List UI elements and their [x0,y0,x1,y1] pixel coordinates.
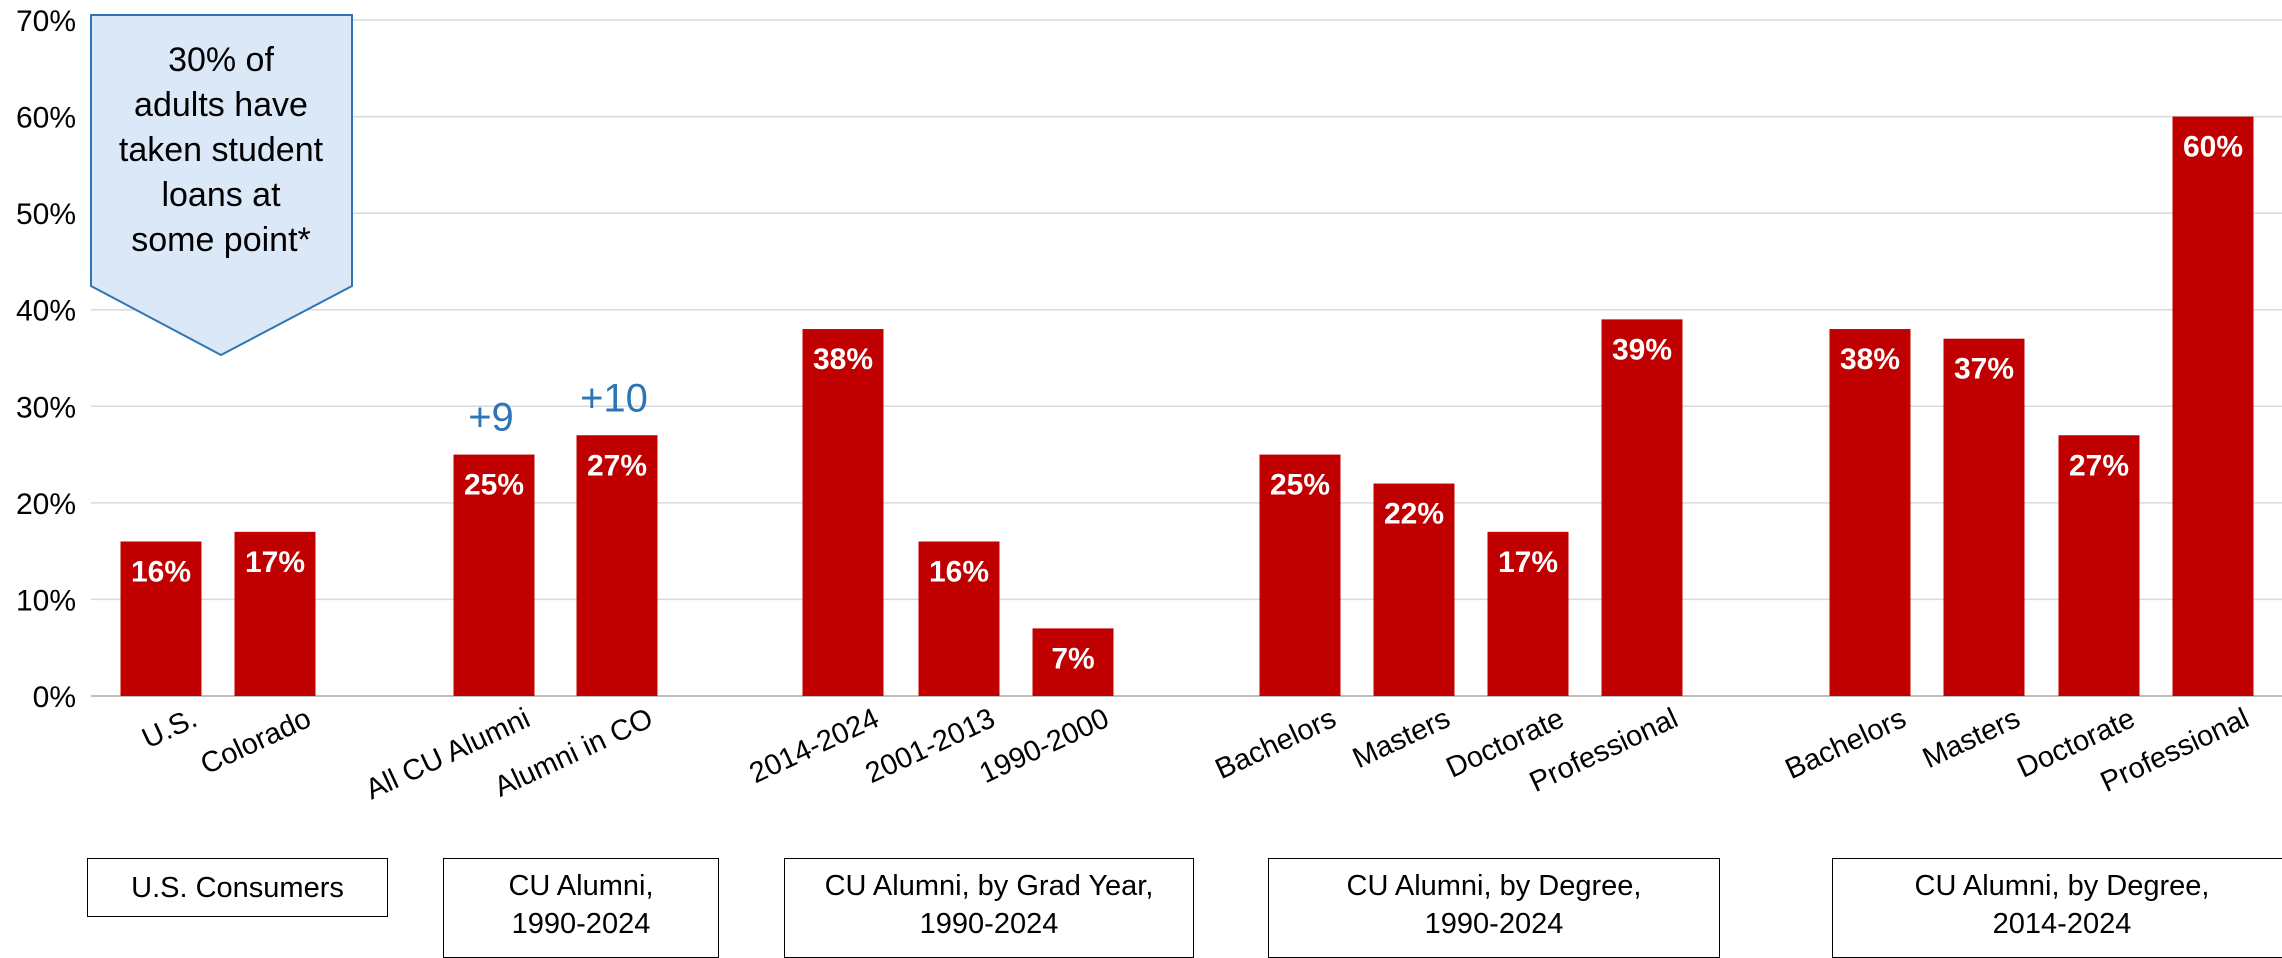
callout-text: 30% of adults have taken student loans a… [92,38,350,263]
x-tick-label: Masters [1348,702,1455,775]
bar-data-label: 16% [929,555,989,588]
y-axis-tick-labels: 0% 10% 20% 30% 40% 50% 60% 70% [16,5,76,714]
bar [802,329,884,696]
y-tick-label: 70% [16,5,76,38]
bar-data-label: 17% [1498,546,1558,579]
bar [1829,329,1911,696]
annotations: +9 +10 [468,376,648,439]
callout-line: adults have [134,86,308,124]
bar-data-label: 25% [1270,469,1330,502]
group-label-by-degree-2014: CU Alumni, by Degree, 2014-2024 [1832,858,2282,958]
callout-line: 30% of [168,41,274,79]
bar [1032,628,1114,696]
group-label-line: U.S. Consumers [131,871,344,904]
bar-data-label: 60% [2183,131,2243,164]
bar [1487,531,1569,696]
bar-data-label: 16% [131,555,191,588]
group-label-line: 1990-2024 [1424,908,1564,940]
y-tick-label: 20% [16,488,76,521]
bar-data-label: 22% [1384,498,1444,531]
y-tick-label: 40% [16,295,76,328]
bar-data-label: 38% [813,343,873,376]
group-label-line: 1990-2024 [511,908,651,940]
bar-data-label: 38% [1840,343,1900,376]
bar-data-label: 27% [2069,449,2129,482]
group-label-by-degree-1990: CU Alumni, by Degree, 1990-2024 [1268,858,1720,958]
bar-data-label: 25% [464,469,524,502]
x-tick-label: Colorado [196,702,316,781]
bars: 16% 17% 25% 27% 38% 16% 7% 25% 22% 17% 39% 38% 37% 27… [120,116,2254,697]
group-label-line: 2014-2024 [1992,908,2132,940]
x-tick-label: Masters [1918,702,2025,775]
y-tick-label: 60% [16,102,76,135]
y-tick-label: 50% [16,198,76,231]
bar [918,541,1000,696]
group-label-line: CU Alumni, by Degree, [1914,870,2210,902]
bar [1601,319,1683,696]
bar [576,435,658,696]
group-label-cu-alumni: CU Alumni, 1990-2024 [443,858,719,958]
callout-line: some point* [131,221,311,259]
bar [1943,338,2025,696]
bar [1259,454,1341,696]
bar [453,454,535,696]
group-label-line: CU Alumni, by Degree, [1346,870,1642,902]
bar-data-label: 37% [1954,353,2014,386]
group-label-line: CU Alumni, [508,870,654,902]
bar-data-label: 27% [587,449,647,482]
bar-data-label: 17% [245,546,305,579]
y-tick-label: 10% [16,584,76,617]
difference-annotation: +10 [580,376,648,420]
y-tick-label: 0% [33,681,76,714]
x-tick-label: 2001-2013 [861,702,1000,790]
x-tick-label: 1990-2000 [975,702,1114,790]
bar [234,531,316,696]
bar [1373,483,1455,696]
bar [120,541,202,696]
x-tick-label: 2014-2024 [745,702,884,790]
difference-annotation: +9 [468,396,514,440]
bar-data-label: 39% [1612,333,1672,366]
group-label-line: 1990-2024 [919,908,1059,940]
group-label-line: CU Alumni, by Grad Year, [824,870,1154,902]
bar [2058,435,2140,696]
group-label-us-consumers: U.S. Consumers [87,858,388,917]
group-label-by-grad-year: CU Alumni, by Grad Year, 1990-2024 [784,858,1194,958]
bar [2172,116,2254,697]
bar-data-label: 7% [1051,642,1094,675]
x-tick-label: Bachelors [1211,702,1341,786]
y-tick-label: 30% [16,391,76,424]
callout-line: taken student [118,131,324,169]
x-tick-label: Bachelors [1781,702,1911,786]
x-tick-label: U.S. [137,702,202,755]
callout-arrow-shape [90,14,353,357]
callout-line: loans at [161,176,281,214]
